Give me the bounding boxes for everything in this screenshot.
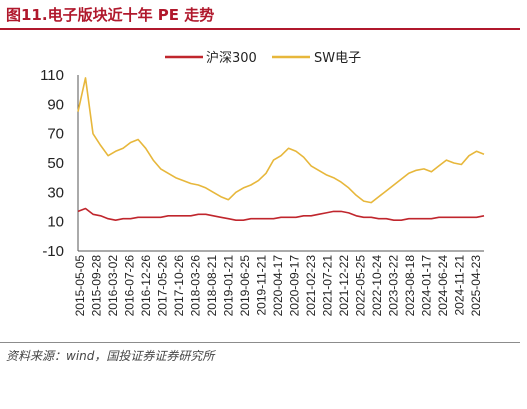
x-tick-label: 2021-12-22: [337, 255, 351, 317]
series-line-2: [77, 77, 485, 204]
x-tick-label: 2022-10-24: [370, 255, 384, 317]
x-tick-label: 2020-04-17: [271, 255, 285, 317]
legend-label-2: SW电子: [314, 51, 361, 66]
chart-axes: [77, 75, 484, 252]
x-tick-label: 2015-05-05: [73, 255, 87, 317]
y-tick-label: -10: [42, 243, 64, 260]
legend-label-1: 沪深300: [206, 50, 257, 66]
x-tick-label: 2019-01-21: [222, 255, 236, 317]
series-line-1: [77, 207, 485, 221]
y-tick-label: 50: [47, 155, 64, 172]
x-axis-ticks: 2015-05-05 2015-09-28 2016-03-02 2016-07-26…: [73, 255, 483, 317]
y-tick-label: 110: [40, 67, 64, 84]
x-tick-label: 2020-09-17: [288, 255, 302, 317]
y-tick-label: 90: [47, 96, 64, 113]
y-tick-label: 10: [47, 214, 64, 231]
x-tick-label: 2021-02-23: [304, 255, 318, 317]
x-tick-label: 2016-07-26: [123, 255, 137, 317]
x-tick-label: 2025-04-23: [469, 255, 483, 317]
x-tick-label: 2017-05-26: [156, 255, 170, 317]
x-tick-label: 2016-12-26: [139, 255, 153, 317]
x-tick-label: 2016-03-02: [106, 255, 120, 317]
x-tick-label: 2023-03-22: [387, 255, 401, 317]
x-tick-label: 2018-03-26: [189, 255, 203, 317]
y-tick-label: 30: [47, 184, 64, 201]
x-tick-label: 2021-07-21: [321, 255, 335, 317]
series-lines: [77, 77, 485, 221]
chart-legend: 沪深300 SW电子: [165, 50, 361, 66]
figure-title: 图11.电子版块近十年 PE 走势: [6, 6, 215, 24]
x-tick-label: 2024-11-21: [453, 255, 467, 316]
source-note: 资料来源：wind，国投证券证券研究所: [6, 349, 215, 363]
bottom-rule: [0, 342, 520, 343]
x-tick-label: 2024-01-17: [420, 255, 434, 317]
x-tick-label: 2023-08-18: [403, 255, 417, 317]
x-tick-label: 2015-09-28: [90, 255, 104, 317]
title-rule: [0, 28, 520, 30]
x-tick-label: 2024-06-24: [436, 255, 450, 317]
y-axis-ticks: -10 10 30 50 70 90 110: [40, 67, 64, 260]
x-tick-label: 2019-06-25: [238, 255, 252, 317]
x-tick-label: 2019-11-21: [255, 255, 269, 316]
y-tick-label: 70: [47, 126, 64, 143]
x-tick-label: 2017-10-26: [172, 255, 186, 317]
x-tick-label: 2022-05-25: [354, 255, 368, 317]
x-tick-label: 2018-08-21: [205, 255, 219, 317]
